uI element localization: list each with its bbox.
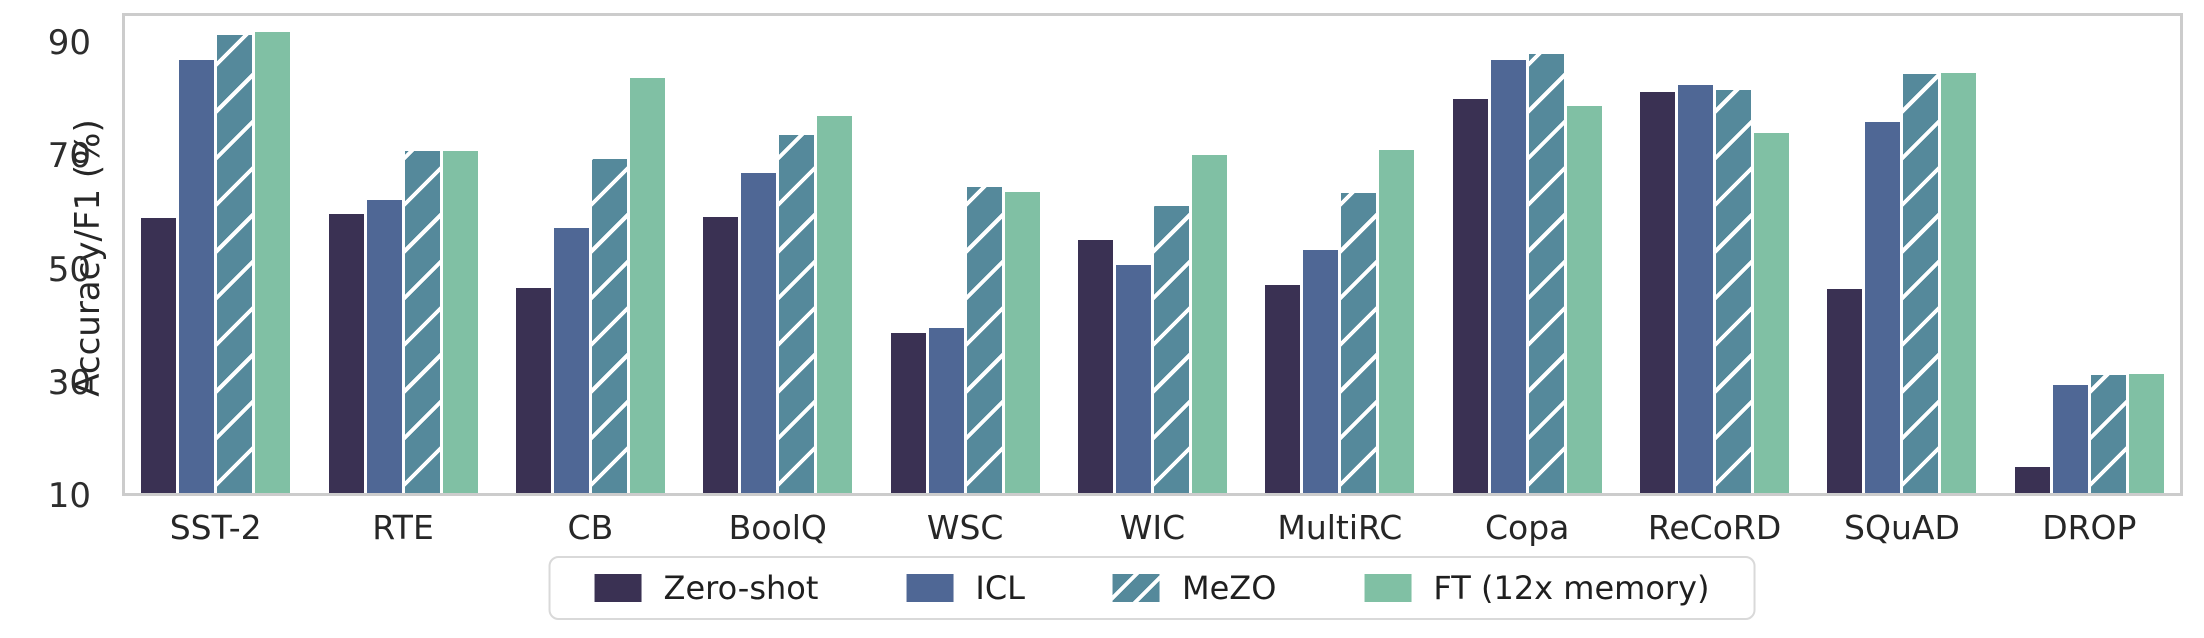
legend-swatch-icon [1364,574,1412,602]
bar-ft-12x-memory-squad [1941,72,1977,493]
x-tick-label-wsc: WSC [926,508,1004,547]
bar-icl-record [1678,85,1714,493]
bar-icl-rte [366,199,402,493]
bar-ft-12x-memory-drop [2128,374,2164,493]
legend-item-icl: ICL [906,569,1025,607]
bar-group-drop [1996,13,2183,493]
bar-zero-shot-cb [515,288,551,493]
x-tick-label-sst-2: SST-2 [169,508,262,547]
bar-zero-shot-rte [328,213,364,493]
bar-mezo-squad [1903,73,1939,493]
bar-ft-12x-memory-cb [629,78,665,493]
bar-group-wsc [871,13,1058,493]
bar-ft-12x-memory-record [1754,132,1790,493]
x-tick-label-copa: Copa [1485,508,1570,547]
bar-ft-12x-memory-rte [442,150,478,493]
bar-group-rte [309,13,496,493]
bar-zero-shot-wsc [890,332,926,493]
bar-ft-12x-memory-sst-2 [255,32,291,493]
y-tick-label: 30 [47,362,91,403]
bar-ft-12x-memory-multirc [1379,150,1415,493]
bar-mezo-sst-2 [217,34,253,493]
legend-swatch-icon [1113,574,1160,602]
bar-mezo-cb [591,158,627,493]
bar-group-multirc [1246,13,1433,493]
bar-mezo-multirc [1341,192,1377,493]
bar-ft-12x-memory-wsc [1004,191,1040,493]
legend-item-zero-shot: Zero-shot [594,569,819,607]
bar-icl-boolq [741,172,777,493]
bar-zero-shot-squad [1827,289,1863,493]
bar-group-copa [1434,13,1621,493]
bar-zero-shot-record [1640,92,1676,493]
bar-group-wic [1059,13,1246,493]
legend-label: FT (12x memory) [1433,569,1710,607]
bar-icl-multirc [1303,250,1339,493]
bar-ft-12x-memory-wic [1191,155,1227,493]
y-tick-label: 50 [47,249,91,290]
bar-ft-12x-memory-boolq [817,115,853,493]
x-tick-label-wic: WIC [1119,508,1186,547]
bar-zero-shot-drop [2014,467,2050,493]
x-tick-label-rte: RTE [372,508,434,547]
bar-mezo-wic [1153,206,1189,493]
bar-zero-shot-copa [1452,99,1488,493]
bar-mezo-wsc [966,187,1002,493]
x-tick-label-multirc: MultiRC [1277,508,1403,547]
legend-label: Zero-shot [663,569,819,607]
bar-mezo-copa [1528,54,1564,493]
bar-zero-shot-wic [1077,239,1113,493]
bar-zero-shot-sst-2 [141,218,177,493]
legend-label: MeZO [1182,569,1277,607]
legend-swatch-icon [906,574,954,602]
legend-label: ICL [975,569,1025,607]
bar-mezo-drop [2090,374,2126,493]
bar-ft-12x-memory-copa [1566,106,1602,493]
bar-zero-shot-multirc [1265,285,1301,493]
bar-group-cb [497,13,684,493]
legend-item-mezo: MeZO [1113,569,1276,607]
legend-swatch-icon [594,574,642,602]
bar-group-squad [1808,13,1995,493]
bar-group-boolq [684,13,871,493]
bar-icl-cb [553,227,589,493]
bar-group-record [1621,13,1808,493]
bar-icl-drop [2052,384,2088,493]
bar-mezo-rte [404,150,440,493]
bar-icl-copa [1490,59,1526,493]
legend-item-ft-12x-memory: FT (12x memory) [1364,569,1709,607]
y-tick-label: 90 [47,23,91,63]
x-tick-label-squad: SQuAD [1844,508,1960,547]
x-tick-label-boolq: BoolQ [728,508,827,547]
bar-icl-squad [1865,122,1901,493]
y-tick-label: 10 [47,476,91,516]
bar-icl-wsc [928,327,964,493]
bar-icl-wic [1115,265,1151,493]
bar-mezo-boolq [779,135,815,493]
x-tick-label-drop: DROP [2042,508,2137,547]
bar-group-sst-2 [122,13,309,493]
legend: Zero-shot ICL MeZO FT (12x memory) [548,556,1756,620]
bar-zero-shot-boolq [703,217,739,493]
x-tick-label-record: ReCoRD [1647,508,1782,547]
x-tick-label-cb: CB [567,508,614,547]
bar-mezo-record [1716,90,1752,493]
y-tick-label: 70 [47,136,91,177]
bar-icl-sst-2 [179,59,215,493]
